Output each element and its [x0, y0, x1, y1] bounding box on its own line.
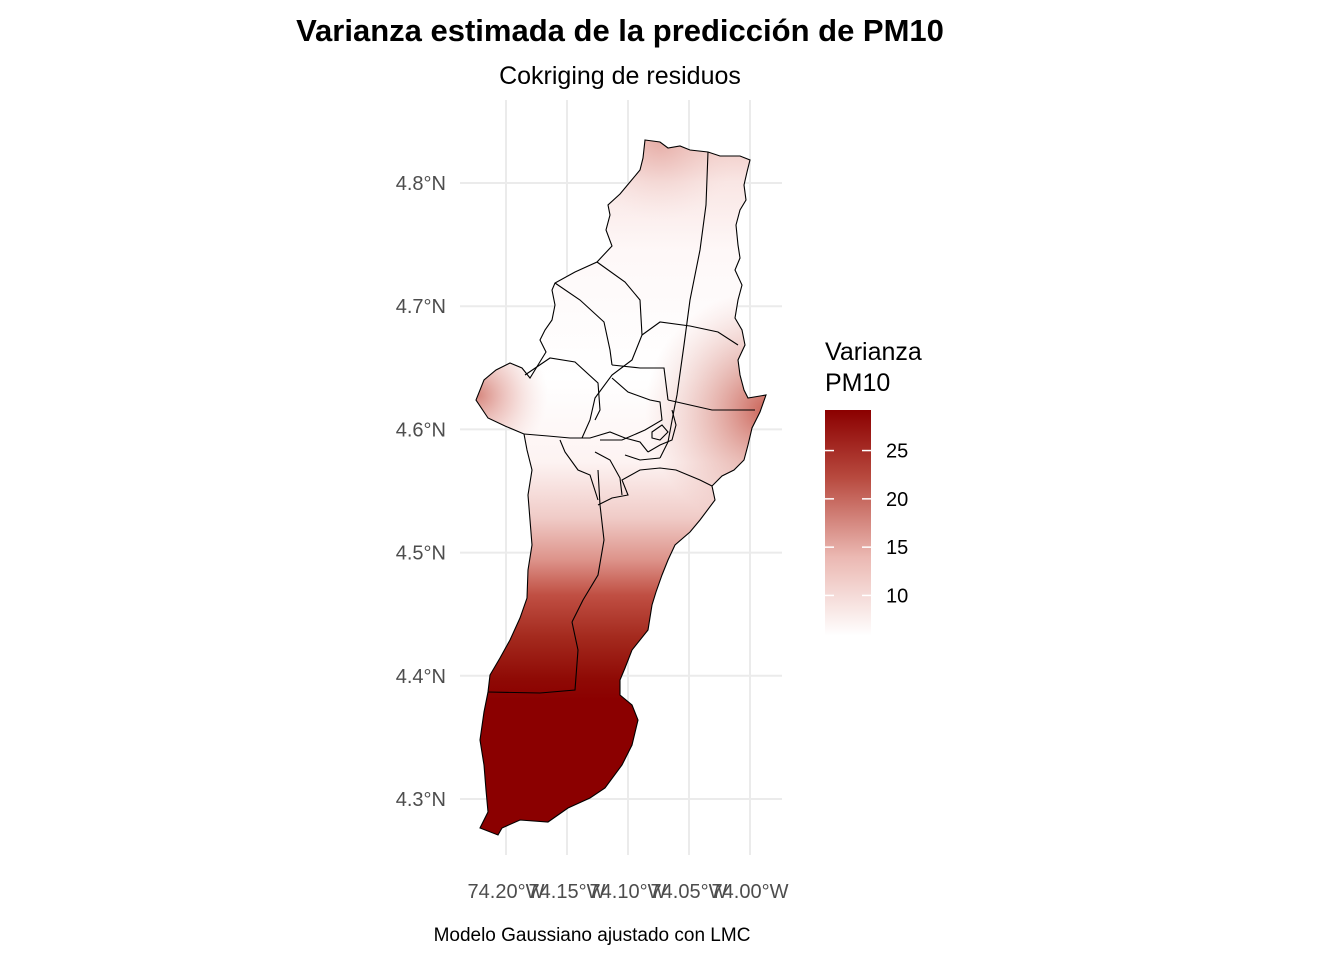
variance-surface — [476, 140, 766, 835]
legend-colorbar — [825, 410, 871, 636]
boundary-santafe — [667, 399, 755, 411]
x-tick-label: 74.00°W — [712, 881, 789, 903]
boundary-usme-ciudad-bolivar — [571, 469, 605, 623]
locality-boundaries — [475, 139, 767, 836]
legend-tick-label: 25 — [886, 441, 908, 463]
legend-tick-label: 15 — [886, 537, 908, 559]
y-tick-label: 4.3°N — [396, 789, 446, 811]
x-tick-label: 74.15°W — [529, 881, 606, 903]
legend-title-line1: Varianza — [825, 338, 922, 366]
legend-title-line2: PM10 — [825, 369, 890, 397]
y-tick-label: 4.5°N — [396, 543, 446, 565]
y-tick-label: 4.4°N — [396, 666, 446, 688]
chart-subtitle: Cokriging de residuos — [499, 62, 741, 90]
legend-colorbar-fill — [825, 410, 871, 636]
y-axis-ticks: 4.3°N 4.4°N 4.5°N 4.6°N 4.7°N 4.8°N — [396, 173, 446, 811]
legend-tick-label: 10 — [886, 585, 908, 607]
city-outline — [475, 139, 767, 836]
boundary-chapinero — [641, 321, 739, 346]
boundary-fontibon — [524, 357, 601, 421]
x-axis-ticks: 74.20°W74.15°W74.10°W74.05°W74.00°W — [468, 881, 789, 903]
boundary-usme-sumapaz — [487, 621, 579, 694]
chart-caption: Modelo Gaussiano ajustado con LMC — [434, 925, 751, 946]
boundary-rafael-uribe — [624, 454, 661, 461]
x-tick-label: 74.20°W — [468, 881, 545, 903]
legend-ticks: 10 15 20 25 — [825, 441, 908, 607]
boundary-suba-engativa — [581, 261, 643, 439]
boundary-teusaquillo — [611, 364, 669, 401]
y-tick-label: 4.8°N — [396, 173, 446, 195]
boundary-suba-usaquen — [554, 282, 613, 366]
boundary-kennedy — [523, 431, 649, 453]
x-tick-label: 74.05°W — [651, 881, 728, 903]
boundary-antonio-narino — [651, 424, 669, 441]
y-tick-label: 4.6°N — [396, 419, 446, 441]
y-tick-label: 4.7°N — [396, 296, 446, 318]
boundary-tunjuelito — [594, 451, 623, 496]
boundary-north-vertical — [659, 151, 709, 459]
legend-tick-label: 20 — [886, 489, 908, 511]
legend: Varianza PM10 10 15 20 25 — [825, 338, 922, 636]
boundary-san-cristobal — [647, 409, 677, 453]
x-tick-label: 74.10°W — [590, 881, 667, 903]
boundary-usme-east — [597, 467, 713, 506]
boundary-bosa — [559, 439, 599, 501]
chart-title: Varianza estimada de la predicción de PM… — [296, 13, 944, 48]
variance-high-north — [476, 140, 766, 835]
